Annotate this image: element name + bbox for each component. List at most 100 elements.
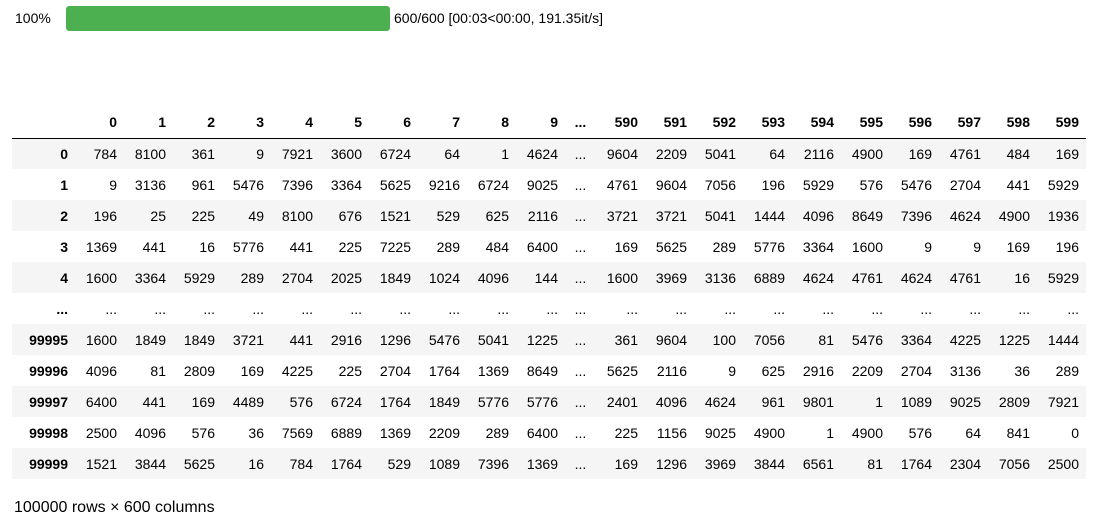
table-cell: 4096 — [85, 362, 117, 379]
table-cell: 2916 — [330, 331, 362, 348]
table-cell: ... — [1067, 300, 1079, 317]
table-cell: 3721 — [606, 207, 638, 224]
column-header: 8 — [467, 107, 516, 139]
table-cell: 2209 — [851, 362, 883, 379]
row-index: 3 — [60, 238, 68, 255]
table-cell: 3136 — [949, 362, 981, 379]
column-header: 591 — [645, 107, 694, 139]
table-cell: 1296 — [655, 455, 687, 472]
table-cell: ... — [871, 300, 883, 317]
table-cell: 9801 — [802, 393, 834, 410]
progress-bar — [66, 6, 390, 31]
table-cell: 576 — [908, 424, 932, 441]
table-row: ........................................… — [12, 293, 1086, 324]
table-cell: 4900 — [998, 207, 1030, 224]
table-cell: 1600 — [85, 331, 117, 348]
table-cell: 3969 — [655, 269, 687, 286]
table-cell: ... — [105, 300, 117, 317]
table-cell: 3364 — [330, 176, 362, 193]
table-cell: 81 — [867, 455, 883, 472]
table-cell: 5476 — [428, 331, 460, 348]
table-cell: 9216 — [428, 176, 460, 193]
table-cell: ... — [574, 145, 587, 162]
column-header: 9 — [516, 107, 565, 139]
table-cell: 225 — [338, 238, 362, 255]
table-cell: 1369 — [379, 424, 411, 441]
table-cell: ... — [626, 300, 638, 317]
table-cell: 1024 — [428, 269, 460, 286]
table-cell: 7225 — [379, 238, 411, 255]
table-cell: 225 — [614, 424, 638, 441]
table-cell: 5041 — [704, 207, 736, 224]
table-cell: 36 — [1014, 362, 1030, 379]
table-cell: 2116 — [803, 145, 834, 162]
table-cell: 2809 — [998, 393, 1030, 410]
table-cell: 676 — [338, 207, 362, 224]
table-cell: 5041 — [704, 145, 736, 162]
table-cell: 1600 — [606, 269, 638, 286]
table-cell: 4624 — [704, 393, 736, 410]
table-cell: ... — [497, 300, 509, 317]
table-row: 0 784 8100 361 9 7921 3600 6724 64 1 4624... 9604 22… — [12, 138, 1086, 169]
table-cell: 2916 — [802, 362, 834, 379]
table-cell: 4761 — [606, 176, 638, 193]
table-cell: 1156 — [656, 424, 687, 441]
table-cell: 225 — [191, 207, 215, 224]
column-header: 593 — [743, 107, 792, 139]
progress-bar-fill — [66, 6, 390, 31]
table-cell: 196 — [761, 176, 785, 193]
table-cell: ... — [675, 300, 687, 317]
table-cell: 1849 — [379, 269, 411, 286]
dataframe-shape: 100000 rows × 600 columns — [14, 499, 215, 516]
progress-percent: 100% — [15, 10, 51, 26]
table-cell: 9 — [924, 238, 932, 255]
table-cell: 5041 — [477, 331, 509, 348]
table-cell: 441 — [289, 331, 313, 348]
table-cell: 1369 — [526, 455, 558, 472]
table-cell: 441 — [142, 238, 166, 255]
column-header: 5 — [320, 107, 369, 139]
table-cell: 441 — [142, 393, 166, 410]
column-header: 594 — [792, 107, 841, 139]
table-cell: 81 — [818, 331, 834, 348]
row-index: 99998 — [29, 424, 68, 441]
table-cell: ... — [574, 331, 587, 348]
table-cell: 8649 — [526, 362, 558, 379]
table-row: 99997 6400 441 169 4489 576 6724 1764 1849 5776 57… — [12, 386, 1086, 417]
table-cell: 1936 — [1047, 207, 1079, 224]
table-cell: 7396 — [281, 176, 313, 193]
table-cell: ... — [546, 300, 558, 317]
table-cell: 625 — [485, 207, 509, 224]
table-cell: 289 — [1055, 362, 1079, 379]
column-header: 1 — [124, 107, 173, 139]
table-cell: 5625 — [379, 176, 411, 193]
table-cell: 4900 — [851, 424, 883, 441]
table-cell: 169 — [191, 393, 215, 410]
table-cell: 6724 — [330, 393, 362, 410]
table-cell: 6724 — [477, 176, 509, 193]
table-cell: 16 — [199, 238, 215, 255]
table-cell: 100 — [712, 331, 736, 348]
table-cell: 361 — [191, 145, 215, 162]
column-header: 598 — [988, 107, 1037, 139]
table-row: 2 196 25 225 49 8100 676 1521 529 625 2116... 3721 3… — [12, 200, 1086, 231]
table-cell: 3364 — [134, 269, 166, 286]
table-cell: 196 — [93, 207, 117, 224]
table-cell: 5929 — [1047, 269, 1079, 286]
table-cell: 2704 — [281, 269, 313, 286]
table-cell: 1600 — [85, 269, 117, 286]
table-cell: 6724 — [379, 145, 411, 162]
row-index: 2 — [60, 207, 68, 224]
table-cell: 4624 — [900, 269, 932, 286]
table-cell: 1521 — [85, 455, 117, 472]
table-cell: 2704 — [379, 362, 411, 379]
table-cell: 6400 — [85, 393, 117, 410]
table-cell: 9025 — [949, 393, 981, 410]
progress-row: 100% 600/600 [00:03<00:00, 191.35it/s] — [0, 0, 1115, 36]
table-cell: 16 — [1014, 269, 1030, 286]
table-cell: 196 — [1055, 238, 1079, 255]
table-cell: 6889 — [330, 424, 362, 441]
table-cell: 7056 — [704, 176, 736, 193]
table-cell: ... — [448, 300, 460, 317]
table-cell: 4489 — [232, 393, 264, 410]
